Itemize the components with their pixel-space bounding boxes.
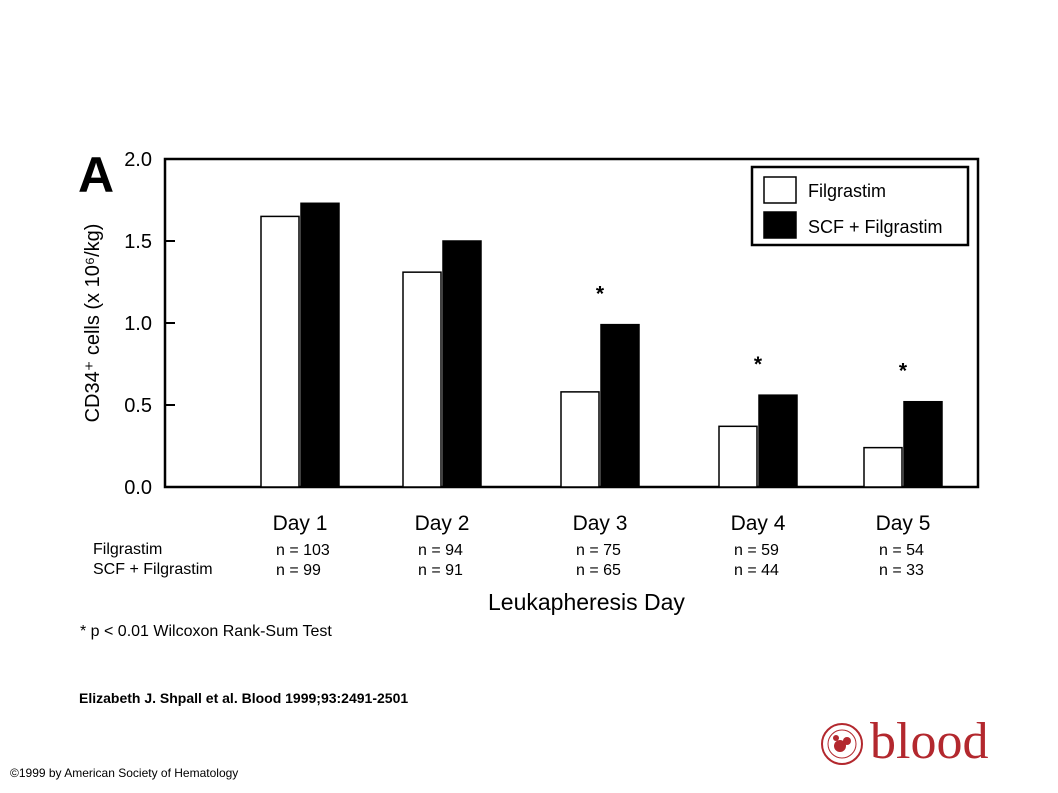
n-filgrastim: n = 94 (418, 542, 463, 559)
footnote: * p < 0.01 Wilcoxon Rank-Sum Test (80, 623, 332, 640)
bar-scf-filgrastim (903, 400, 943, 488)
copyright: ©1999 by American Society of Hematology (10, 766, 239, 780)
citation: Elizabeth J. Shpall et al. Blood 1999;93… (79, 690, 409, 706)
significance-marker: * (899, 360, 908, 383)
bar-filgrastim (560, 391, 600, 488)
y-tick-label: 2.0 (124, 149, 152, 171)
x-axis-title: Leukapheresis Day (488, 589, 685, 615)
n-filgrastim: n = 103 (276, 542, 330, 559)
bar-filgrastim (863, 446, 903, 488)
legend-swatch-scf-filgrastim (763, 211, 797, 239)
bar-scf-filgrastim (300, 202, 340, 488)
n-scf-filgrastim: n = 44 (734, 562, 779, 579)
n-scf-filgrastim: n = 33 (879, 562, 924, 579)
bar-scf-filgrastim (758, 394, 798, 488)
bar-filgrastim (718, 425, 758, 488)
n-filgrastim: n = 59 (734, 542, 779, 559)
n-filgrastim: n = 54 (879, 542, 924, 559)
legend-swatch-filgrastim (763, 176, 797, 204)
bar-filgrastim (260, 215, 300, 488)
y-tick-label: 1.5 (124, 231, 152, 253)
significance-marker: * (596, 283, 605, 306)
y-tick-label: 0.0 (124, 477, 152, 499)
significance-marker: * (754, 353, 763, 376)
bar-filgrastim (402, 271, 442, 488)
legend-label-scf-filgrastim: SCF + Filgrastim (808, 217, 943, 237)
n-scf-filgrastim: n = 99 (276, 562, 321, 579)
n-row-label-filgrastim: Filgrastim (93, 541, 162, 558)
n-row-label-scf-filgrastim: SCF + Filgrastim (93, 561, 213, 578)
panel-label: A (78, 147, 114, 203)
category-label: Day 1 (273, 512, 328, 535)
blood-logo: blood (818, 713, 1018, 774)
bar-scf-filgrastim (442, 240, 482, 488)
category-label: Day 3 (573, 512, 628, 535)
y-tick-label: 1.0 (124, 313, 152, 335)
n-scf-filgrastim: n = 91 (418, 562, 463, 579)
category-label: Day 5 (876, 512, 931, 535)
bar-scf-filgrastim (600, 323, 640, 488)
logo-wordmark: blood (870, 713, 989, 770)
category-label: Day 2 (415, 512, 470, 535)
y-tick-label: 0.5 (124, 395, 152, 417)
n-filgrastim: n = 75 (576, 542, 621, 559)
y-axis-title: CD34⁺ cells (x 10⁶/kg) (82, 224, 104, 423)
legend-label-filgrastim: Filgrastim (808, 181, 886, 201)
n-scf-filgrastim: n = 65 (576, 562, 621, 579)
society-seal-icon (821, 723, 863, 765)
category-label: Day 4 (731, 512, 786, 535)
